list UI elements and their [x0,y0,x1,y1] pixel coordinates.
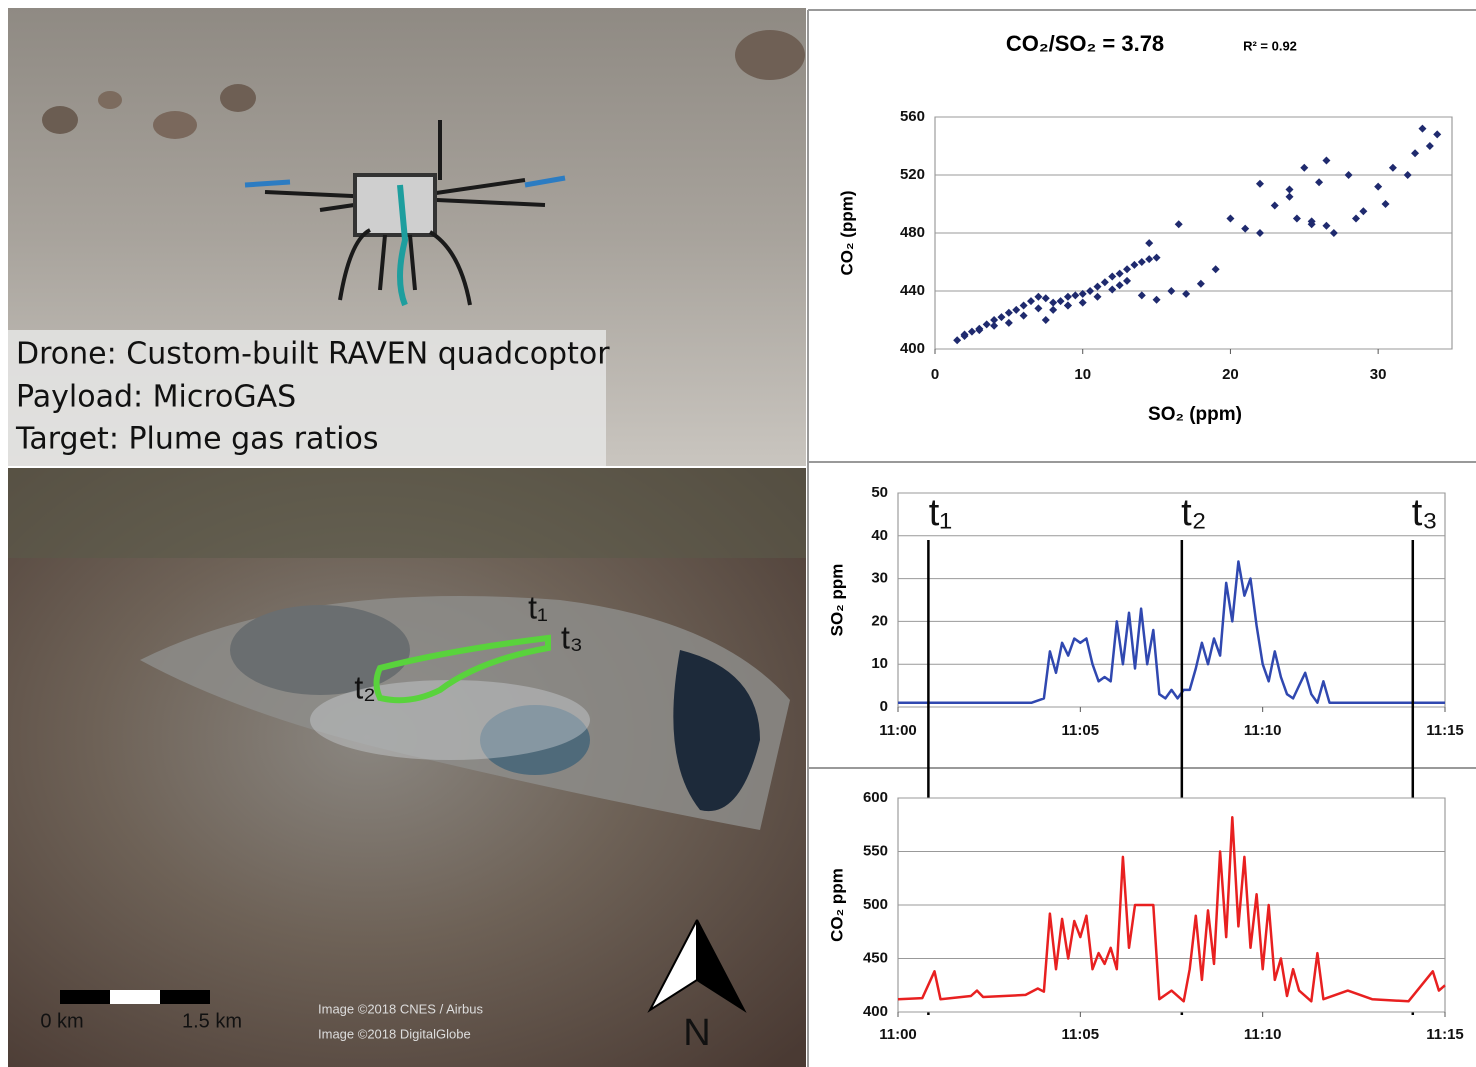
x-tick-label: 11:15 [1426,722,1464,739]
x-tick-label: 11:15 [1426,1026,1464,1043]
y-tick-label: 600 [863,789,888,806]
y-axis-label: CO₂ (ppm) [837,191,856,276]
credit: Image ©2018 DigitalGlobe [318,1026,471,1041]
y-tick-label: 20 [871,612,888,629]
map-label: t₃ [561,619,583,655]
y-tick-label: 50 [871,484,888,501]
y-tick-label: 10 [871,655,888,672]
x-tick-label: 11:10 [1244,722,1282,739]
x-tick-label: 10 [1074,366,1091,383]
y-tick-label: 560 [900,108,925,125]
satellite-map: t₁ t₂ t₃ 0 km 1.5 km Image ©2018 CNES / … [8,468,806,1067]
caption-line: Target: Plume gas ratios [15,422,379,457]
y-tick-label: 550 [863,842,888,859]
y-tick-label: 500 [863,896,888,913]
drone-photo: Drone: Custom-built RAVEN quadcoptor Pay… [8,8,806,466]
map-label: t₁ [528,589,548,625]
time-marker-label: t₃ [1412,492,1438,534]
scale-bar [60,990,210,1004]
y-tick-label: 400 [900,340,925,357]
time-marker-label: t₂ [1181,492,1206,534]
y-tick-label: 40 [871,527,888,544]
chart-title: CO₂/SO₂ = 3.78 [1006,31,1164,56]
x-tick-label: 11:00 [879,722,917,739]
x-tick-label: 0 [931,366,939,383]
x-axis-label: SO₂ (ppm) [1148,404,1242,425]
time-marker-label: t₁ [929,492,952,534]
y-tick-label: 30 [871,570,888,587]
x-tick-label: 11:05 [1062,1026,1100,1043]
x-tick-label: 20 [1222,366,1239,383]
scale-label: 1.5 km [182,1010,242,1032]
y-tick-label: 400 [863,1003,888,1020]
plot-area [898,493,1445,707]
annotation: R² = 0.92 [1243,38,1297,53]
y-tick-label: 520 [900,166,925,183]
map-label: t₂ [354,669,375,705]
y-tick-label: 440 [900,282,925,299]
y-axis-label: CO₂ ppm [827,868,846,942]
y-tick-label: 480 [900,224,925,241]
y-tick-label: 0 [880,698,888,715]
x-tick-label: 30 [1370,366,1387,383]
credit: Image ©2018 CNES / Airbus [318,1001,483,1016]
north-label: N [683,1012,710,1054]
y-tick-label: 450 [863,949,888,966]
caption-line: Drone: Custom-built RAVEN quadcoptor [16,337,610,372]
scale-label: 0 km [40,1010,83,1032]
x-tick-label: 11:10 [1244,1026,1282,1043]
figure: Drone: Custom-built RAVEN quadcoptor Pay… [0,0,1476,1067]
caption-line: Payload: MicroGAS [16,380,296,415]
x-tick-label: 11:00 [879,1026,917,1043]
x-tick-label: 11:05 [1062,722,1100,739]
y-axis-label: SO₂ ppm [827,564,846,637]
